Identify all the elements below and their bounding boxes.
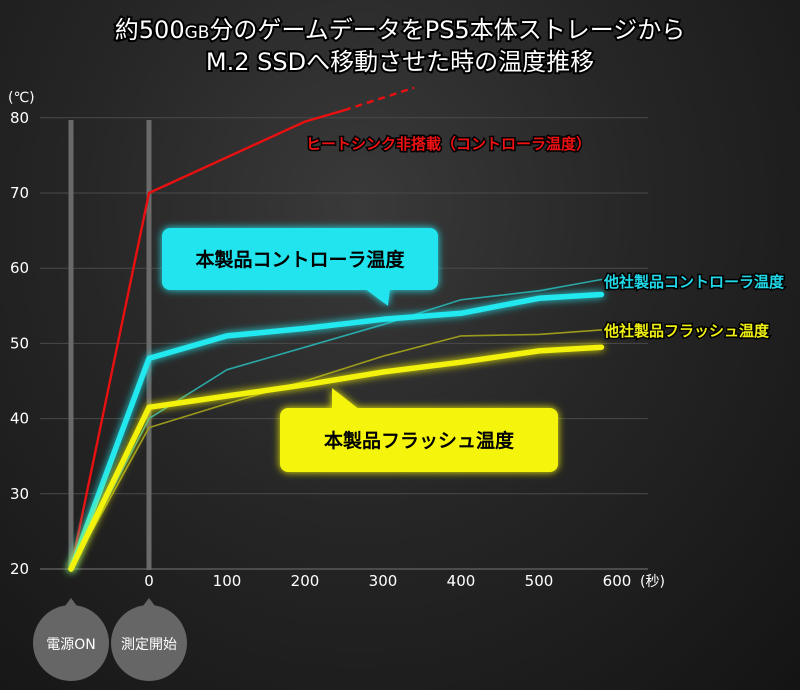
series-label-other-controller: 他社製品コントローラ温度 xyxy=(603,273,785,291)
series-line-heatsinkless xyxy=(69,109,346,571)
callout-own-controller-box xyxy=(162,228,438,290)
series-lines xyxy=(68,86,605,572)
title-unit: GB xyxy=(185,23,210,43)
callout-own-controller xyxy=(162,228,438,306)
y-tick-label: 70 xyxy=(10,184,29,202)
series-line-other-controller xyxy=(70,278,603,570)
marker-bubble-1 xyxy=(111,605,187,681)
callout-own-controller-tail xyxy=(364,288,390,306)
marker-bubble-0 xyxy=(33,605,109,681)
y-tick-label: 20 xyxy=(10,560,29,578)
callout-own-flash xyxy=(280,388,558,472)
event-markers: 電源ON 測定開始 xyxy=(33,120,187,681)
callout-own-flash-box xyxy=(280,408,558,472)
x-tick-label: 0 xyxy=(144,572,154,590)
axis-labels: (℃) (秒) 20 30 40 50 60 70 80 0 100 200 300 400 500 60… xyxy=(8,90,665,590)
marker-line-1 xyxy=(146,120,152,570)
series-label-other-flash: 他社製品フラッシュ温度 xyxy=(603,322,770,340)
series-line-own-flash xyxy=(68,344,605,572)
y-tick-label: 30 xyxy=(10,485,29,503)
y-tick-label: 60 xyxy=(10,259,29,277)
title-prefix: 約500 xyxy=(115,16,185,44)
x-tick-label: 100 xyxy=(213,572,242,590)
x-tick-label: 500 xyxy=(525,572,554,590)
chart-title-line1: 約500GB分のゲームデータをPS5本体ストレージから xyxy=(115,16,685,44)
series-line-heatsinkless-dashed xyxy=(343,86,415,112)
y-tick-label: 50 xyxy=(10,334,29,352)
x-tick-label: 600 xyxy=(603,572,632,590)
callout-own-flash-tail xyxy=(332,388,360,412)
title-suffix: 分のゲームデータをPS5本体ストレージから xyxy=(209,16,685,44)
callout-own-flash-label: 本製品フラッシュ温度 xyxy=(324,429,515,452)
y-tick-label: 80 xyxy=(10,109,29,127)
y-tick-label: 40 xyxy=(10,410,29,428)
x-tick-label: 400 xyxy=(447,572,476,590)
series-line-own-controller xyxy=(68,291,605,572)
x-tick-label: 200 xyxy=(291,572,320,590)
marker-line-0 xyxy=(68,120,74,570)
x-tick-label: 300 xyxy=(369,572,398,590)
chart-title-line2: M.2 SSDへ移動させた時の温度推移 xyxy=(206,48,594,76)
callout-own-controller-label: 本製品コントローラ温度 xyxy=(195,248,405,271)
grid-lines xyxy=(40,117,648,570)
marker-label-0: 電源ON xyxy=(46,637,96,653)
series-label-heatsinkless: ヒートシンク非搭載（コントローラ温度） xyxy=(306,135,591,153)
x-axis-unit: (秒) xyxy=(640,574,665,590)
y-axis-unit: (℃) xyxy=(8,90,35,106)
marker-label-1: 測定開始 xyxy=(121,637,177,653)
series-line-other-flash xyxy=(70,329,603,570)
